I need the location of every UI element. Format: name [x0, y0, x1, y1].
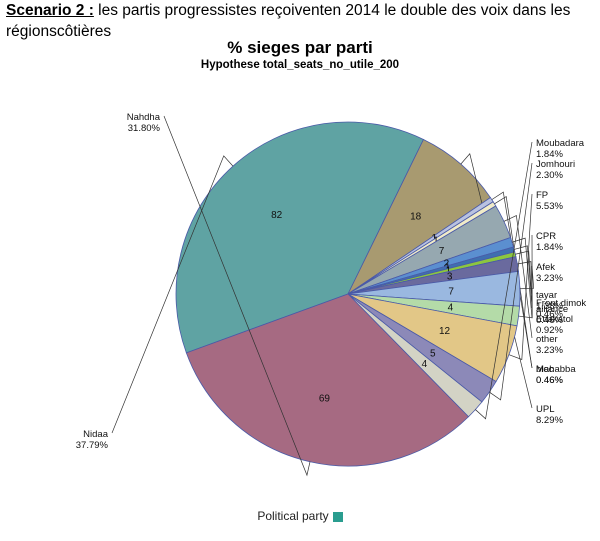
leader-line-nidaa	[111, 155, 234, 434]
leader-line-jomhouri	[489, 162, 533, 401]
slice-value-tayar: 3	[447, 271, 453, 282]
slice-label-ettakatol: Ettakatol	[536, 314, 573, 325]
slice-value-cpr: 4	[448, 303, 454, 314]
slice-value-fp: 12	[439, 326, 451, 337]
slice-value-nidaa: 82	[271, 210, 283, 221]
slice-value-nahdha: 69	[319, 394, 331, 405]
slice-value-jomhouri: 5	[430, 348, 436, 359]
slice-value-mahabba: 1	[433, 235, 439, 246]
slice-value-other: 7	[439, 246, 445, 257]
slice-label-moubadara: Moubadara	[536, 138, 585, 149]
slice-label-alliance: alliance	[536, 304, 568, 315]
slice-pct-other: 3.23%	[536, 345, 563, 356]
leader-line-moubadara	[475, 141, 533, 420]
pie-slice-upl	[346, 138, 491, 296]
slice-pct-nahdha: 31.80%	[128, 123, 161, 134]
slice-label-fp: FP	[536, 190, 548, 201]
slice-pct-front-dimok: 0.46%	[536, 309, 563, 320]
slice-value-moubadara: 4	[422, 359, 428, 370]
leader-line-other	[503, 215, 533, 339]
slice-pct-afek: 3.23%	[536, 273, 563, 284]
slice-value-front-dimok: 1	[446, 266, 452, 277]
slice-pct-jomhouri: 2.30%	[536, 170, 563, 181]
slice-pct-mahabba: 0.46%	[536, 375, 563, 386]
leader-line-nahdha	[163, 115, 311, 477]
slice-value-upl: 18	[410, 212, 422, 223]
leader-line-bloc	[491, 191, 533, 369]
leader-line-cpr	[518, 234, 533, 319]
pie-slice-nahdha	[185, 293, 470, 467]
slice-pct-tayar: 1.38%	[536, 301, 563, 312]
leader-line-ettakatol	[511, 237, 533, 319]
slice-label-afek: Afek	[536, 262, 555, 273]
leader-line-alliance	[514, 245, 533, 309]
slice-pct-alliance: 0.46%	[536, 315, 563, 326]
slice-label-other: other	[536, 334, 558, 345]
slice-label-jomhouri: Jomhouri	[536, 159, 575, 170]
chart-title: % sieges par parti	[227, 38, 373, 57]
chart-subtitle: Hypothese total_seats_no_utile_200	[200, 59, 400, 71]
slice-value-alliance: 1	[445, 263, 451, 274]
slice-label-front-dimok: Front dimok	[536, 298, 586, 309]
slice-pct-cpr: 1.84%	[536, 242, 563, 253]
page-heading: Scenario 2 : les partis progressistes re…	[6, 0, 596, 42]
scenario-label: Scenario 2 :	[6, 2, 94, 19]
slice-pct-bloc: 0.46%	[536, 375, 563, 386]
slice-value-ettakatol: 2	[444, 258, 450, 269]
slice-pct-upl: 8.29%	[536, 415, 563, 426]
pie-slice-nidaa	[175, 121, 425, 354]
slice-value-afek: 7	[448, 286, 454, 297]
slice-label-cpr: CPR	[536, 231, 556, 242]
slice-label-nidaa: Nidaa	[83, 429, 109, 440]
slice-label-bloc: bloc	[536, 364, 554, 375]
leader-line-afek	[519, 265, 535, 290]
slice-label-nahdha: Nahdha	[127, 112, 161, 123]
leader-line-fp	[508, 193, 533, 360]
slice-pct-nidaa: 37.79%	[76, 440, 109, 451]
chart-legend: Political party	[0, 509, 600, 523]
leader-line-tayar	[517, 261, 533, 295]
slice-pct-ettakatol: 0.92%	[536, 325, 563, 336]
slice-label-tayar: tayar	[536, 290, 557, 301]
legend-swatch	[332, 511, 343, 522]
slice-label-upl: UPL	[536, 404, 554, 415]
legend-label: Political party	[257, 509, 329, 523]
slice-pct-moubadara: 1.84%	[536, 149, 563, 160]
scenario-description: les partis progressistes reçoiventen 201…	[6, 2, 571, 40]
slice-pct-fp: 5.53%	[536, 201, 563, 212]
slice-value-bloc: 1	[432, 233, 438, 244]
leader-line-mahabba	[494, 196, 533, 369]
slice-label-mahabba: Mahabba	[536, 364, 576, 375]
